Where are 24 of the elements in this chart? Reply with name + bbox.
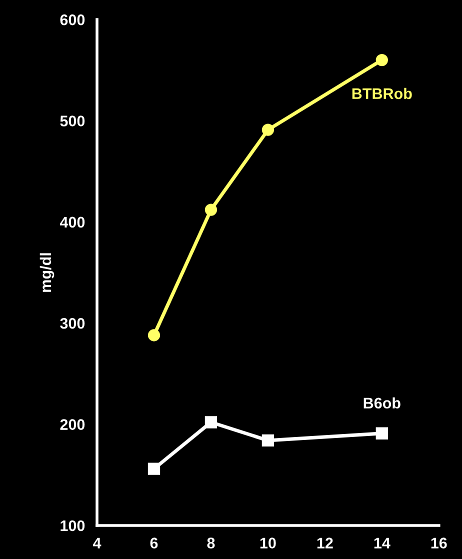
x-tick-label: 12 bbox=[317, 538, 333, 548]
point bbox=[262, 124, 274, 136]
y-tick-label: 400 bbox=[60, 216, 85, 228]
series-label: B6ob bbox=[364, 397, 400, 409]
y-tick-label: 600 bbox=[60, 14, 85, 26]
point bbox=[204, 416, 218, 428]
x-tick-label: 10 bbox=[260, 538, 276, 548]
point bbox=[204, 204, 218, 216]
x-tick-label: 16 bbox=[431, 538, 447, 548]
x-tick-label: 14 bbox=[374, 538, 390, 548]
x-tick-label: 8 bbox=[207, 538, 215, 548]
series-label: BTBRob bbox=[352, 88, 412, 100]
y-axis-title: mg/dl bbox=[40, 253, 54, 292]
point bbox=[148, 462, 160, 475]
y-tick-label: 500 bbox=[60, 116, 85, 126]
y-tick-label: 100 bbox=[60, 520, 85, 532]
x-tick-label: 6 bbox=[150, 538, 158, 548]
x-tick-label: 4 bbox=[93, 538, 102, 548]
y-tick-label: 200 bbox=[60, 419, 85, 430]
point bbox=[376, 427, 388, 440]
point bbox=[148, 329, 160, 342]
y-tick-label: 300 bbox=[60, 318, 85, 329]
point bbox=[376, 54, 388, 66]
point bbox=[262, 434, 274, 447]
